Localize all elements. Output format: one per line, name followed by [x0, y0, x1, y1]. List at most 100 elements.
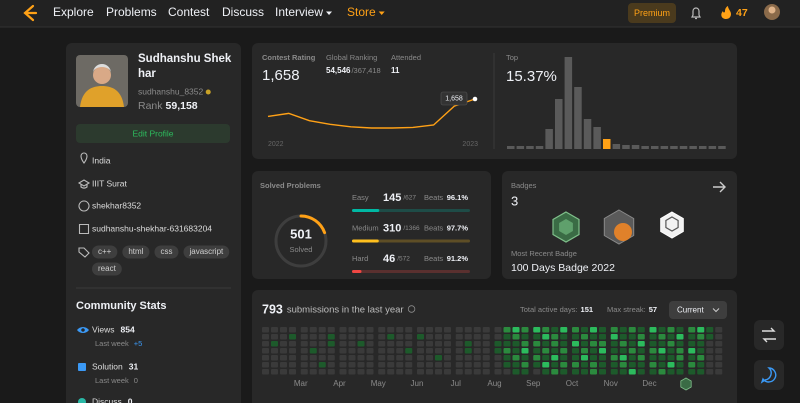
activity-cell	[396, 348, 404, 354]
avatar-small-face	[768, 6, 776, 14]
activity-cell	[280, 348, 287, 354]
activity-cell	[455, 369, 463, 375]
nav-item[interactable]: Discuss	[222, 5, 264, 19]
activity-cell	[309, 334, 317, 340]
activity-cell	[533, 341, 541, 347]
activity-cell	[619, 362, 627, 368]
switch-button[interactable]	[754, 320, 784, 350]
activity-cell	[482, 362, 490, 368]
activity-cell	[697, 341, 705, 347]
activity-cell	[271, 348, 278, 354]
period-label[interactable]: Current	[677, 306, 704, 315]
activity-cell	[327, 362, 335, 368]
activity-cell	[309, 341, 317, 347]
activity-cell	[521, 348, 529, 354]
activity-cell	[572, 327, 579, 333]
period-dropdown[interactable]	[669, 301, 727, 319]
activity-cell	[339, 369, 347, 375]
activity-cell	[417, 341, 424, 347]
edit-profile-button[interactable]	[76, 124, 230, 143]
info-icon	[407, 305, 416, 313]
activity-cell	[387, 334, 395, 340]
activity-cell	[444, 348, 451, 354]
skill-tag: c++	[92, 245, 118, 259]
activity-cell	[339, 341, 347, 347]
ranking-label: Global Ranking	[326, 53, 377, 62]
avatar-head	[93, 66, 111, 84]
activity-cell	[590, 355, 597, 361]
dropdown-caret	[712, 308, 720, 313]
nav-item[interactable]: Explore	[53, 5, 94, 19]
edit-profile-label[interactable]: Edit Profile	[132, 128, 173, 138]
activity-cell	[417, 362, 424, 368]
activity-cell	[300, 341, 308, 347]
logo[interactable]	[23, 4, 38, 22]
activity-cell	[715, 327, 723, 333]
nav-item[interactable]: Contest	[168, 5, 210, 19]
activity-cell	[464, 348, 472, 354]
activity-cell	[366, 355, 374, 361]
activity-cell	[366, 341, 374, 347]
premium-label[interactable]: Premium	[634, 8, 670, 18]
activity-cell	[455, 348, 463, 354]
activity-cell	[494, 362, 502, 368]
activity-cell	[309, 327, 317, 333]
bell-icon[interactable]	[691, 7, 701, 20]
activity-badge-icon	[680, 377, 692, 391]
activity-cell	[697, 334, 705, 340]
nav-item[interactable]: Interview	[275, 5, 323, 19]
activity-cell	[262, 348, 269, 354]
skill-tag: javascript	[183, 245, 230, 259]
activity-cell	[473, 355, 481, 361]
badge-icon-inner	[614, 223, 632, 241]
attended-label: Attended	[391, 53, 421, 62]
activity-cell	[300, 334, 308, 340]
activity-cell	[396, 362, 404, 368]
level-beats-label: Beats	[424, 193, 443, 202]
activity-cell	[271, 362, 278, 368]
activity-cell	[387, 355, 395, 361]
activity-cell	[697, 327, 705, 333]
nav-item[interactable]: Store	[347, 5, 376, 19]
activity-cell	[339, 355, 347, 361]
level-name: Easy	[352, 193, 369, 202]
activity-cell	[706, 369, 714, 375]
activity-cell	[512, 348, 520, 354]
activity-cell	[688, 369, 696, 375]
info-linkedin: sudhanshu-shekhar-631683204	[92, 223, 212, 233]
skill-tag: css	[154, 245, 179, 259]
attended-value: 11	[391, 66, 400, 75]
activity-cell	[560, 369, 568, 375]
activity-cell	[339, 327, 347, 333]
activity-cell	[464, 334, 472, 340]
activity-cell	[473, 327, 481, 333]
activity-cell	[426, 327, 433, 333]
level-total: /572	[397, 256, 410, 263]
premium-button[interactable]	[628, 3, 676, 23]
activity-cell	[503, 369, 511, 375]
activity-cell	[599, 341, 606, 347]
profile-name: Sudhanshu Shekhar	[138, 53, 232, 80]
info-github: shekhar8352	[92, 200, 141, 210]
badges-title: Badges	[511, 181, 537, 190]
skill-tag: react	[92, 262, 122, 276]
activity-cell	[628, 327, 636, 333]
skill-tag: html	[122, 245, 150, 259]
activity-cell	[348, 341, 356, 347]
badges-arrow[interactable]	[713, 181, 726, 193]
chat-button[interactable]	[754, 360, 784, 390]
nav-item[interactable]: Problems	[106, 5, 157, 19]
distribution-bar	[641, 146, 649, 149]
activity-cell	[572, 362, 579, 368]
activity-cell	[512, 341, 520, 347]
rank-label: Rank	[138, 100, 163, 112]
activity-cell	[339, 362, 347, 368]
activity-cell	[405, 355, 413, 361]
activity-cell	[289, 327, 296, 333]
activity-cell	[551, 348, 559, 354]
activity-cell	[444, 334, 451, 340]
tag-icon	[78, 247, 90, 258]
badge-icon[interactable]	[660, 211, 684, 239]
activity-cell	[551, 369, 559, 375]
activity-cell	[637, 362, 645, 368]
